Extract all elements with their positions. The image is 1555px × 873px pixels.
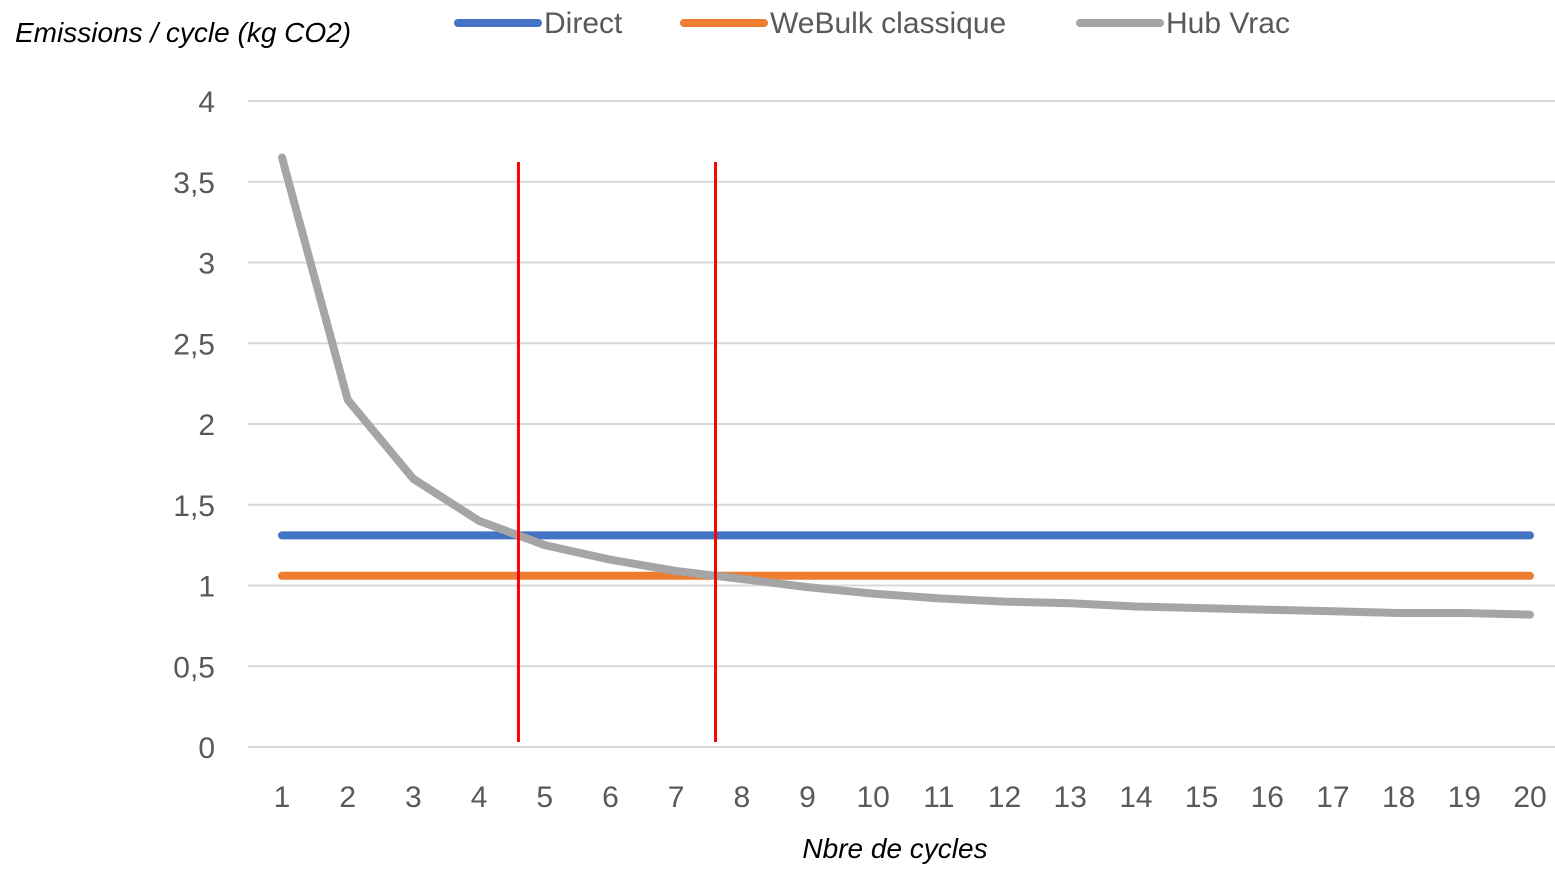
legend-label: WeBulk classique	[770, 7, 1006, 40]
x-tick-label: 7	[668, 781, 685, 814]
x-tick-label: 12	[988, 781, 1021, 814]
x-tick-label: 13	[1054, 781, 1087, 814]
y-tick-label: 3	[198, 248, 215, 281]
series-line-hub-vrac	[282, 158, 1530, 615]
x-tick-label: 1	[274, 781, 291, 814]
x-tick-label: 9	[799, 781, 816, 814]
x-tick-label: 20	[1513, 781, 1546, 814]
annotations	[518, 162, 715, 742]
x-tick-label: 19	[1448, 781, 1481, 814]
x-tick-label: 5	[536, 781, 553, 814]
y-axis-ticks: 0 0,5 1 1,5 2 2,5 3 3,5 4	[173, 86, 215, 765]
x-tick-label: 11	[923, 781, 954, 814]
x-tick-label: 14	[1119, 781, 1152, 814]
y-tick-label: 1	[198, 571, 215, 604]
legend: Direct WeBulk classique Hub Vrac	[458, 7, 1290, 40]
x-axis-title: Nbre de cycles	[802, 833, 987, 864]
y-axis-title: Emissions / cycle (kg CO2)	[15, 17, 351, 48]
y-tick-label: 2	[198, 409, 215, 442]
y-tick-label: 4	[198, 86, 215, 119]
x-tick-label: 3	[405, 781, 422, 814]
legend-label: Hub Vrac	[1166, 7, 1290, 40]
x-tick-label: 2	[339, 781, 356, 814]
y-tick-label: 1,5	[173, 490, 215, 523]
y-tick-label: 0,5	[173, 651, 215, 684]
y-tick-label: 3,5	[173, 167, 215, 200]
x-tick-label: 6	[602, 781, 619, 814]
legend-label: Direct	[544, 7, 623, 40]
x-tick-label: 8	[733, 781, 750, 814]
x-tick-label: 17	[1316, 781, 1349, 814]
gridlines	[248, 101, 1555, 747]
x-tick-label: 16	[1251, 781, 1284, 814]
y-tick-label: 0	[198, 732, 215, 765]
series-lines	[282, 157, 1530, 614]
x-tick-label: 10	[856, 781, 889, 814]
x-tick-label: 18	[1382, 781, 1415, 814]
x-tick-label: 15	[1185, 781, 1218, 814]
x-tick-label: 4	[471, 781, 488, 814]
y-tick-label: 2,5	[173, 328, 215, 361]
